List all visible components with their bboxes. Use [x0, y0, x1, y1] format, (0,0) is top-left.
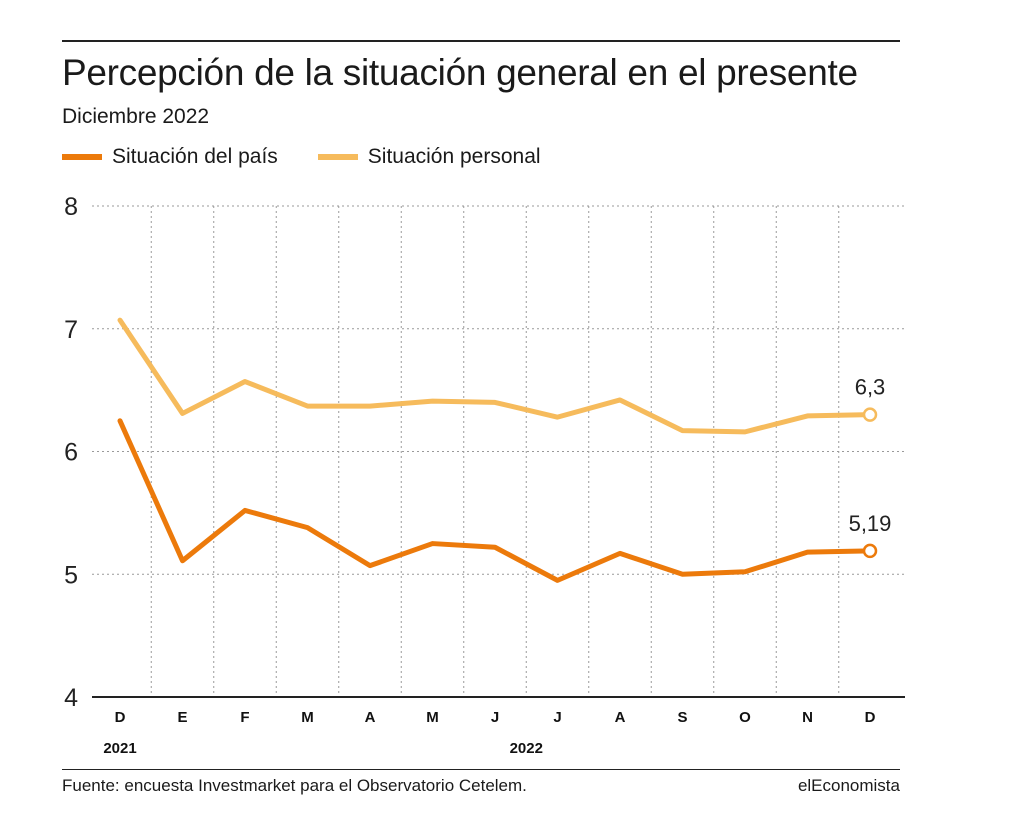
legend-label-pais: Situación del país	[112, 145, 278, 168]
legend-swatch-personal	[317, 154, 358, 160]
chart-subtitle: Diciembre 2022	[62, 105, 210, 128]
x-tick-label: J	[553, 709, 561, 726]
x-tick-label: M	[426, 709, 439, 726]
legend-item-personal: Situación personal	[317, 145, 541, 169]
y-tick-label: 8	[64, 193, 78, 221]
top-rule	[62, 40, 900, 42]
x-tick-label: E	[177, 709, 187, 726]
end-value-label: 6,3	[855, 375, 886, 400]
end-point-marker	[862, 407, 878, 422]
year-label: 2022	[510, 740, 543, 757]
y-tick-label: 7	[64, 316, 78, 344]
brand-label: elEconomista	[797, 776, 900, 795]
end-point-marker	[862, 543, 878, 559]
series-line	[117, 418, 873, 583]
x-tick-label: S	[677, 709, 687, 726]
x-tick-label: D	[865, 709, 876, 726]
legend-item-pais: Situación del país	[62, 145, 278, 169]
line-chart: 4 5 6 7 8 D E F M A M J J A S O N D 2021 2022 6,3 5,19	[64, 193, 905, 757]
x-tick-label: O	[739, 709, 751, 726]
series-line	[117, 317, 873, 435]
x-tick-label: D	[115, 709, 126, 726]
x-tick-label: N	[802, 709, 813, 726]
legend: Situación del país Situación personal	[62, 143, 581, 171]
year-label: 2021	[103, 740, 136, 757]
legend-swatch-pais	[62, 154, 102, 160]
y-tick-label: 5	[64, 561, 78, 589]
end-value-label: 5,19	[849, 511, 892, 536]
bottom-rule	[62, 769, 900, 770]
legend-label-personal: Situación personal	[367, 145, 541, 168]
y-tick-label: 6	[64, 439, 78, 467]
source-note: Fuente: encuesta Investmarket para el Ob…	[62, 776, 527, 795]
x-tick-label: A	[365, 709, 376, 726]
y-tick-label: 4	[64, 684, 78, 712]
x-tick-label: A	[615, 709, 626, 726]
x-tick-label: M	[301, 709, 314, 726]
x-tick-label: F	[240, 709, 249, 726]
x-tick-label: J	[491, 709, 499, 726]
chart-title: Percepción de la situación general en el…	[62, 52, 858, 93]
